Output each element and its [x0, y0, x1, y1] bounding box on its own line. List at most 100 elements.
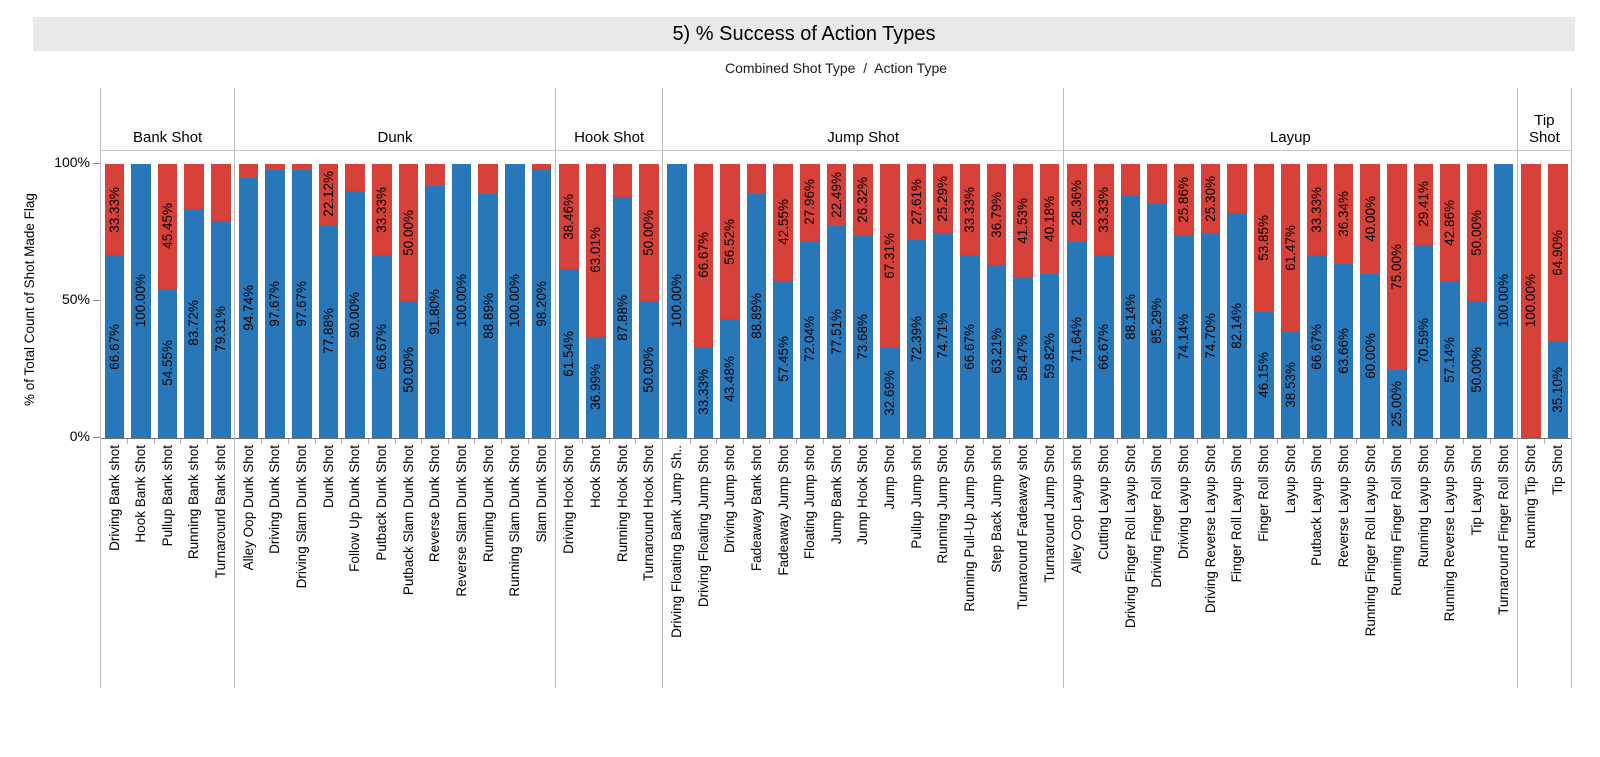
stacked-bar[interactable]: 25.29% 74.71% — [933, 164, 953, 438]
made-segment: 66.67% — [1094, 255, 1114, 438]
stacked-bar[interactable]: 33.33% 66.67% — [1307, 164, 1327, 438]
x-axis-label: Dunk Shot — [320, 445, 336, 509]
x-axis-label: Hook Bank Shot — [133, 445, 149, 543]
made-segment: 66.67% — [959, 255, 980, 438]
group-plot: 94.74% 97.67% 97.67% 22.12% 77.88% 90.00% 33.3… — [235, 151, 555, 439]
made-segment: 66.67% — [1307, 255, 1327, 438]
bar-slot: 36.79% 63.21% — [983, 164, 1010, 438]
x-axis-label: Pullup Bank shot — [159, 445, 175, 547]
made-value-label: 72.04% — [802, 316, 818, 363]
stacked-bar[interactable]: 98.20% — [531, 164, 552, 438]
bar-slot: 25.86% 74.14% — [1170, 164, 1197, 438]
missed-segment — [612, 164, 633, 198]
stacked-bar[interactable]: 27.96% 72.04% — [800, 164, 820, 438]
stacked-bar[interactable]: 22.49% 77.51% — [826, 164, 847, 438]
made-segment: 63.21% — [986, 264, 1007, 438]
stacked-bar[interactable]: 75.00% 25.00% — [1387, 164, 1407, 438]
missed-value-label: 67.31% — [882, 233, 898, 280]
stacked-bar[interactable]: 38.46% 61.54% — [559, 164, 579, 438]
x-label-cell: Tip Layup Shot — [1464, 439, 1491, 688]
x-axis-label: Driving Floating Jump Shot — [695, 445, 711, 608]
x-label-cell: Driving Floating Jump Shot — [690, 439, 717, 688]
stacked-bar[interactable]: 25.86% 74.14% — [1173, 164, 1194, 438]
stacked-bar[interactable]: 83.72% — [184, 164, 205, 438]
stacked-bar[interactable]: 97.67% — [265, 164, 285, 438]
x-label-cell: Running Layup Shot — [1410, 439, 1438, 688]
stacked-bar[interactable]: 100.00% — [131, 164, 151, 438]
stacked-bar[interactable]: 100.00% — [1493, 164, 1514, 438]
stacked-bar[interactable]: 42.55% 57.45% — [773, 164, 794, 438]
stacked-bar[interactable]: 36.34% 63.66% — [1333, 164, 1354, 438]
stacked-bar[interactable]: 97.67% — [291, 164, 312, 438]
stacked-bar[interactable]: 25.30% 74.70% — [1200, 164, 1221, 438]
stacked-bar[interactable]: 91.80% — [425, 164, 445, 438]
group-header: Layup — [1063, 88, 1517, 151]
stacked-bar[interactable]: 88.89% — [746, 164, 767, 438]
stacked-bar[interactable]: 50.00% 50.00% — [639, 164, 659, 438]
stacked-bar[interactable]: 33.33% 66.67% — [371, 164, 392, 438]
stacked-bar[interactable]: 90.00% — [345, 164, 365, 438]
stacked-bar[interactable]: 85.29% — [1147, 164, 1167, 438]
stacked-bar[interactable]: 50.00% 50.00% — [1467, 164, 1487, 438]
stacked-bar[interactable]: 36.79% 63.21% — [986, 164, 1007, 438]
stacked-bar[interactable]: 33.33% 66.67% — [1094, 164, 1114, 438]
stacked-bar[interactable]: 28.36% 71.64% — [1067, 164, 1088, 438]
missed-value-label: 50.00% — [1469, 209, 1485, 256]
stacked-bar[interactable]: 22.12% 77.88% — [318, 164, 339, 438]
made-segment: 50.00% — [1467, 301, 1487, 438]
stacked-bar[interactable]: 40.00% 60.00% — [1360, 164, 1381, 438]
stacked-bar[interactable]: 56.52% 43.48% — [720, 164, 740, 438]
stacked-bar[interactable]: 87.88% — [612, 164, 633, 438]
stacked-bar[interactable]: 88.89% — [478, 164, 499, 438]
stacked-bar[interactable]: 94.74% — [238, 164, 259, 438]
made-value-label: 66.67% — [1309, 323, 1325, 370]
bar-slot: 33.33% 66.67% — [101, 164, 128, 438]
stacked-bar[interactable]: 53.85% 46.15% — [1253, 164, 1274, 438]
stacked-bar[interactable]: 50.00% 50.00% — [398, 164, 419, 438]
bar-slot: 88.89% — [475, 164, 502, 438]
missed-segment: 42.55% — [773, 164, 794, 281]
stacked-bar[interactable]: 29.41% 70.59% — [1413, 164, 1434, 438]
x-axis-label: Finger Roll Layup Shot — [1229, 445, 1245, 583]
stacked-bar[interactable]: 66.67% 33.33% — [693, 164, 714, 438]
stacked-bar[interactable]: 33.33% 66.67% — [959, 164, 980, 438]
bar-slot: 53.85% 46.15% — [1250, 164, 1277, 438]
made-segment: 57.45% — [773, 280, 794, 438]
made-segment: 97.67% — [265, 170, 285, 438]
missed-segment: 25.29% — [933, 164, 953, 234]
stacked-bar[interactable]: 61.47% 38.53% — [1280, 164, 1301, 438]
missed-segment: 22.49% — [826, 164, 847, 226]
shot-type-group: Tip Shot 100.00% 64.90% 35.10% Running Tip S… — [1516, 88, 1572, 688]
stacked-bar[interactable]: 40.18% 59.82% — [1039, 164, 1060, 438]
missed-value-label: 33.33% — [1309, 186, 1325, 233]
stacked-bar[interactable]: 100.00% — [1521, 164, 1541, 438]
stacked-bar[interactable]: 45.45% 54.55% — [157, 164, 178, 438]
stacked-bar[interactable]: 79.31% — [211, 164, 231, 438]
stacked-bar[interactable]: 27.61% 72.39% — [906, 164, 927, 438]
made-value-label: 100.00% — [133, 274, 149, 328]
missed-segment — [1227, 164, 1247, 213]
missed-value-label: 40.18% — [1041, 196, 1057, 242]
bar-slot: 33.33% 66.67% — [368, 164, 395, 438]
stacked-bar[interactable]: 63.01% 36.99% — [585, 164, 606, 438]
stacked-bar[interactable]: 33.33% 66.67% — [104, 164, 125, 438]
stacked-bar[interactable]: 100.00% — [666, 164, 687, 438]
stacked-bar[interactable]: 100.00% — [505, 164, 525, 438]
stacked-bar[interactable]: 82.14% — [1227, 164, 1247, 438]
stacked-bar[interactable]: 42.86% 57.14% — [1440, 164, 1461, 438]
stacked-bar[interactable]: 88.14% — [1120, 164, 1141, 438]
stacked-bar[interactable]: 100.00% — [451, 164, 472, 438]
made-segment: 79.31% — [211, 220, 231, 438]
made-segment: 36.99% — [585, 336, 606, 438]
stacked-bar[interactable]: 64.90% 35.10% — [1547, 164, 1568, 438]
missed-segment: 53.85% — [1253, 164, 1274, 312]
x-axis-label: Finger Roll Shot — [1255, 445, 1271, 542]
missed-segment: 28.36% — [1067, 164, 1088, 242]
stacked-bar[interactable]: 26.32% 73.68% — [853, 164, 873, 438]
bar-slot: 100.00% — [1518, 164, 1545, 438]
stacked-bar[interactable]: 41.53% 58.47% — [1013, 164, 1033, 438]
made-value-label: 88.14% — [1122, 294, 1138, 341]
x-axis-label: Putback Layup Shot — [1309, 445, 1325, 566]
made-value-label: 97.67% — [294, 281, 310, 328]
stacked-bar[interactable]: 67.31% 32.69% — [880, 164, 900, 438]
